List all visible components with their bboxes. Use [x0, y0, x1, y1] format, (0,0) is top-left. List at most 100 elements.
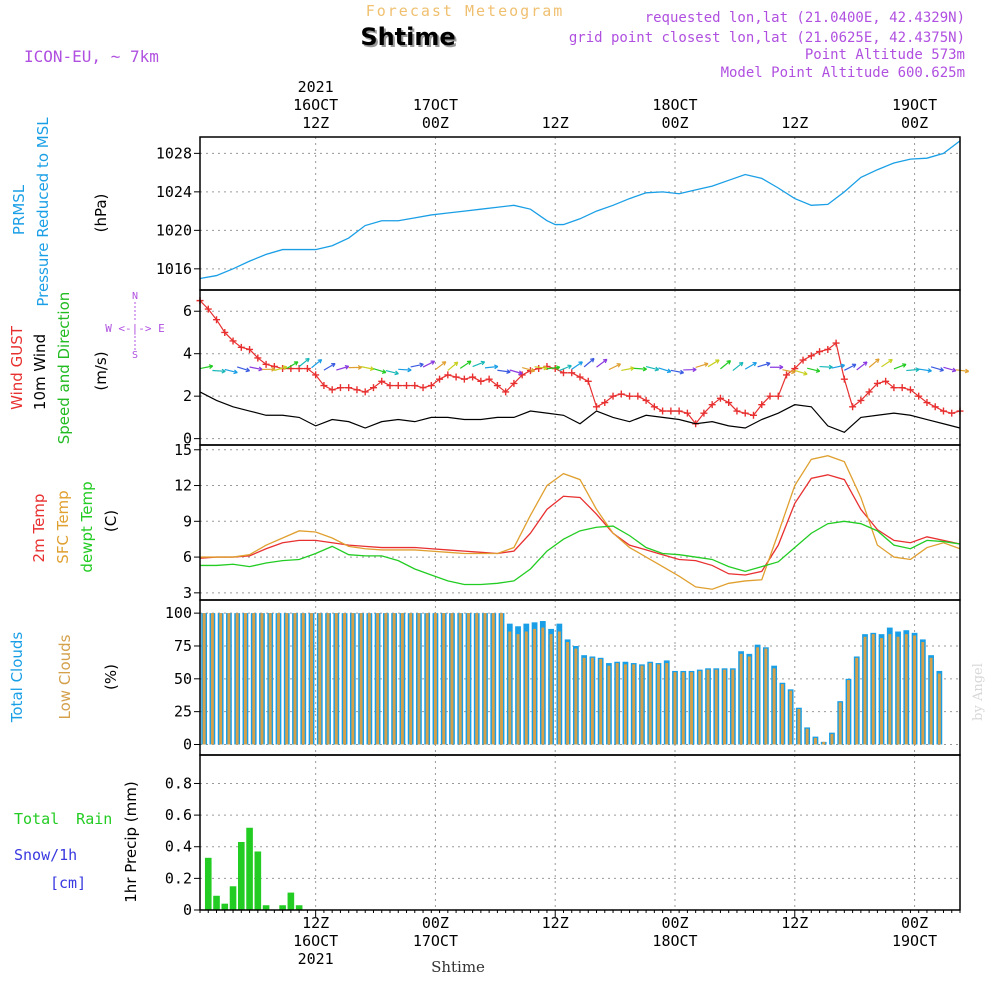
low-clouds-bar: [417, 613, 421, 745]
low-clouds-bar: [442, 613, 446, 745]
wind-arrow-icon: [385, 369, 399, 376]
wind-arrow-icon: [422, 360, 436, 368]
gust-marker: [642, 396, 650, 404]
wind-arrow-icon: [224, 368, 238, 375]
low-clouds-bar: [657, 664, 660, 745]
y-tick-label: 1016: [156, 260, 192, 278]
temp-sfc-line: [200, 455, 961, 590]
gust-marker: [369, 384, 377, 392]
time-label: 12Z: [542, 914, 569, 932]
low-clouds-bar: [508, 631, 512, 745]
low-clouds-bar: [252, 613, 256, 745]
gust-marker: [675, 407, 683, 415]
low-clouds-bar: [400, 613, 404, 745]
gust-marker: [617, 390, 625, 398]
wind-arrow-icon: [782, 369, 796, 375]
pressure-panel: 1016 1020 1024 1028: [156, 136, 961, 291]
low-clouds-bar: [260, 613, 264, 745]
gust-marker: [741, 409, 749, 417]
gust-marker: [485, 375, 493, 383]
gust-marker: [312, 371, 320, 379]
time-label: 12Z: [781, 114, 808, 132]
snow-label: Snow/1h: [14, 846, 77, 864]
gust-marker: [229, 337, 237, 345]
temp-2m-line: [199, 474, 961, 576]
wind-arrow-icon: [757, 361, 771, 368]
gust-marker: [568, 369, 576, 377]
time-label: 00Z: [901, 114, 928, 132]
low-clouds-label: Low Clouds: [56, 634, 74, 719]
gust-marker: [262, 360, 270, 368]
station-title: Shtime: [360, 23, 455, 51]
low-clouds-bar: [210, 613, 214, 745]
wind-arrow-icon: [236, 366, 251, 373]
clouds-unit: (%): [102, 664, 120, 690]
low-clouds-bar: [780, 684, 784, 745]
gust-marker: [584, 377, 592, 385]
low-clouds-bar: [268, 613, 272, 745]
y-tick-label: 9: [183, 512, 192, 530]
gust-marker: [403, 382, 411, 390]
gust-marker: [361, 388, 369, 396]
wind-arrow-icon: [844, 363, 857, 371]
wind-arrow-icon: [732, 361, 744, 372]
gust-marker: [601, 399, 609, 407]
gust-marker: [882, 377, 890, 385]
grid: [200, 445, 960, 600]
gust-marker: [444, 371, 452, 379]
low-clouds-bar: [500, 613, 503, 745]
low-clouds-bar: [293, 613, 297, 745]
low-clouds-bar: [640, 665, 644, 745]
gust-marker: [824, 345, 832, 353]
time-label: 00Z: [661, 114, 688, 132]
time-label: 00Z: [661, 914, 688, 932]
gust-marker: [783, 371, 791, 379]
gust-marker: [725, 399, 733, 407]
temp-dewpoint-label: dewpt Temp: [78, 481, 96, 572]
gust-marker: [716, 394, 724, 402]
low-clouds-bar: [632, 664, 636, 745]
time-label: 17OCT: [413, 96, 458, 114]
low-clouds-bar: [334, 613, 338, 745]
wind-arrow-icon: [497, 369, 511, 375]
pressure-unit: (hPa): [92, 194, 110, 233]
panel-frame: [199, 289, 961, 446]
y-tick-label: 0: [183, 901, 192, 919]
low-clouds-bar: [665, 663, 669, 745]
low-clouds-bar: [871, 634, 875, 745]
wind-arrow-icon: [323, 362, 336, 371]
low-clouds-bar: [929, 657, 933, 745]
low-clouds-bar: [301, 613, 305, 745]
wind-arrow-icon: [559, 364, 572, 372]
low-clouds-bar: [409, 613, 413, 745]
rain-bar: [279, 905, 286, 910]
y-tick-label: 0.8: [165, 774, 192, 792]
low-clouds-bar: [524, 631, 528, 745]
low-clouds-bar: [607, 665, 611, 745]
gust-marker: [890, 384, 898, 392]
wind-arrow-icon: [868, 358, 880, 368]
low-clouds-bar: [475, 613, 479, 745]
y-tick-label: 1020: [156, 221, 192, 239]
y-tick-label: 50: [174, 670, 192, 688]
precipitation-panel: 0 0.2 0.4 0.6 0.8: [165, 754, 961, 919]
low-clouds-bar: [235, 613, 239, 745]
gust-marker: [799, 356, 807, 364]
low-clouds-bar: [904, 634, 908, 745]
gust-marker: [469, 373, 477, 381]
low-clouds-bar: [789, 690, 793, 745]
panel-frame: [199, 136, 961, 291]
clouds-panel: 0 25 50 75 100: [165, 599, 961, 756]
y-tick-label: 6: [183, 548, 192, 566]
low-clouds-bar: [838, 702, 842, 745]
low-clouds-bar: [458, 613, 462, 745]
rain-bar: [229, 886, 237, 910]
rain-bar: [295, 905, 303, 910]
low-clouds-bar: [202, 613, 206, 745]
model-point-altitude: Model Point Altitude 600.625m: [721, 65, 965, 81]
time-label: 12Z: [302, 914, 329, 932]
wind-arrow-icon: [769, 364, 784, 370]
wind-arrow-icon: [819, 364, 833, 370]
